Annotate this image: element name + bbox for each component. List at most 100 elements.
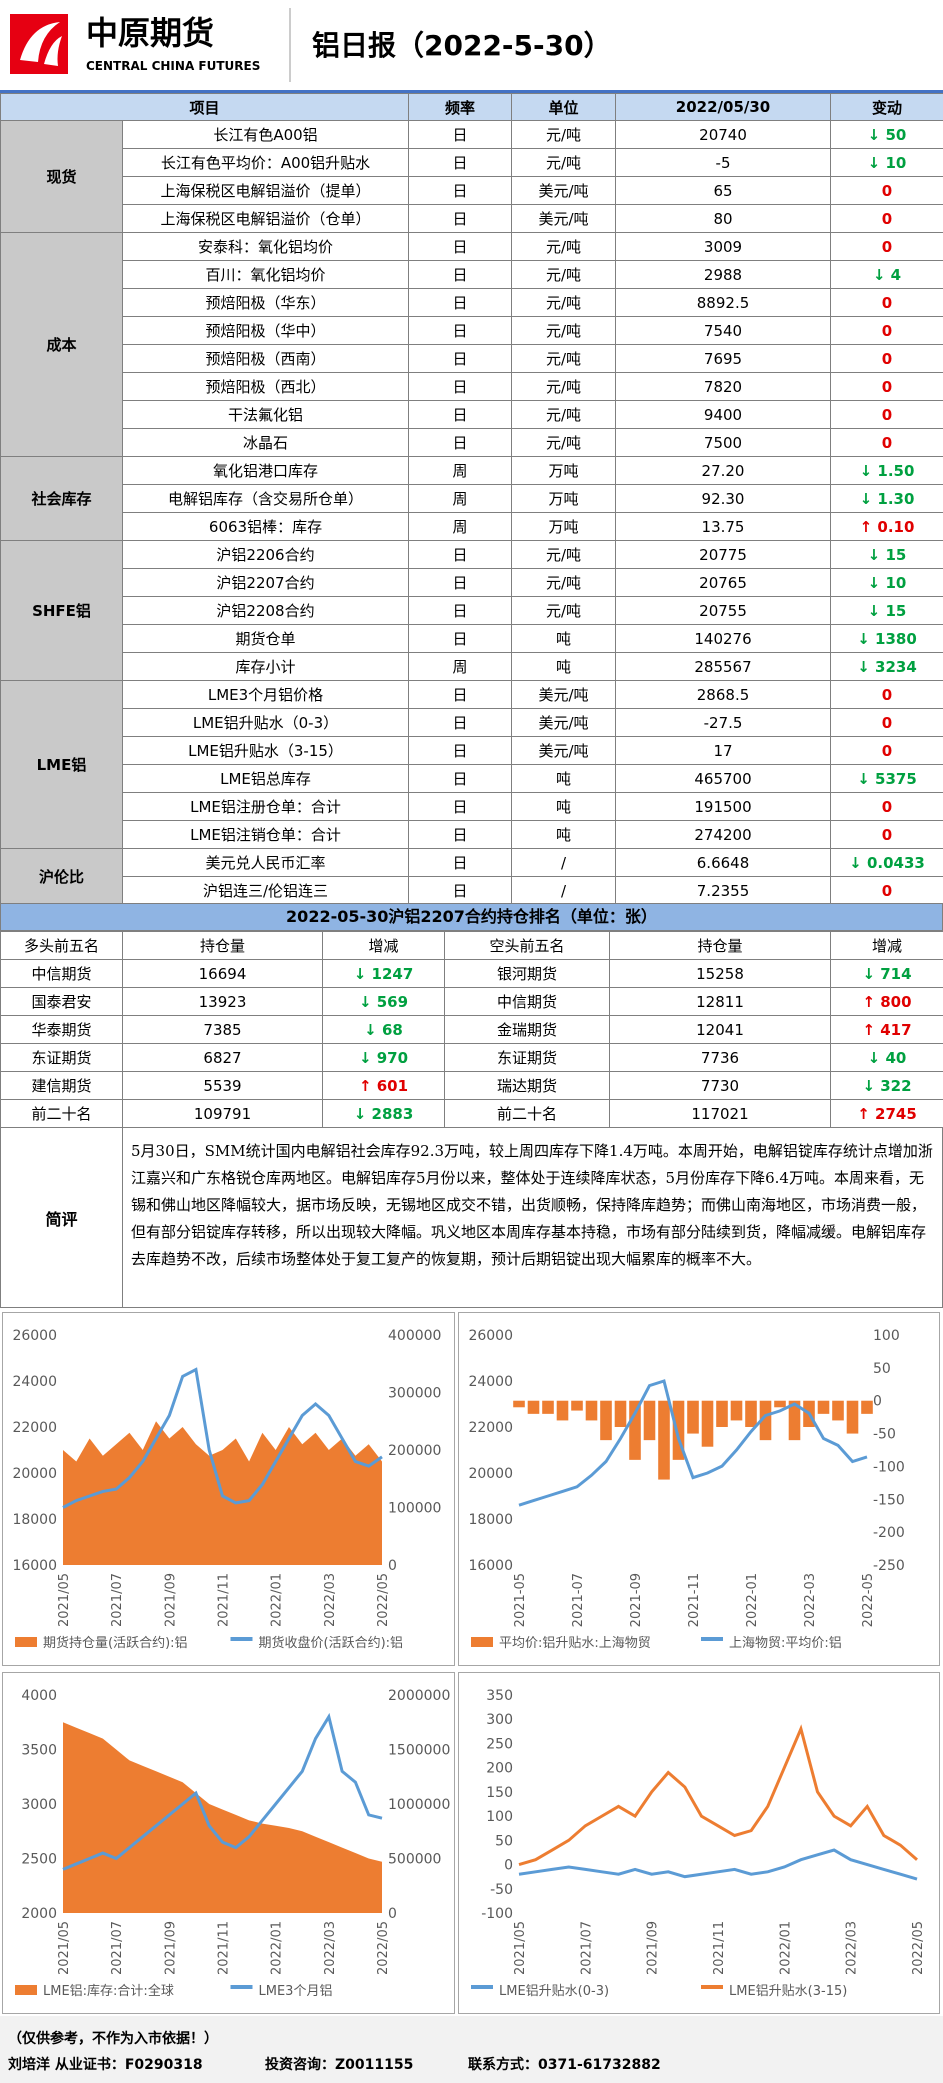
- cell: 27.20: [615, 456, 832, 485]
- header: 中原期货 CENTRAL CHINA FUTURES 铝日报（2022-5-30…: [0, 0, 943, 90]
- bar: [643, 1400, 656, 1441]
- x-tick-label: 2021/11: [217, 1921, 232, 1975]
- change: ↑ 800: [830, 987, 943, 1016]
- cell: 元/吨: [511, 260, 617, 289]
- x-tick-label: 2022/03: [323, 1573, 338, 1627]
- row: 沪铝2208合约日元/吨 20755 ↓ 15: [1, 596, 943, 625]
- cell: 16694: [122, 959, 323, 988]
- cell: 周: [408, 484, 513, 513]
- change: ↓ 10: [830, 148, 943, 177]
- chart-panel: 16000 18000 20000 22000 24000 26000 0 100000 200…: [2, 1312, 455, 1666]
- cell: 日: [408, 120, 513, 149]
- y2-tick-label: 0: [873, 1394, 882, 1410]
- change: 0: [830, 680, 943, 709]
- cell: 日: [408, 624, 513, 653]
- x-tick-label: 2021/05: [57, 1921, 72, 1975]
- footer-contact: 联系方式：0371-61732882: [468, 2057, 661, 2073]
- row: 预焙阳极（华东）日元/吨 8892.5 0: [1, 288, 943, 317]
- x-tick-label: 2021-05: [513, 1573, 528, 1627]
- comment-label: 简评: [1, 1128, 123, 1307]
- cell: 元/吨: [511, 232, 617, 261]
- line: [518, 1724, 918, 1866]
- header-row: 项目 频率 单位 2022/05/30 变动: [0, 93, 943, 121]
- y-tick-label: 0: [504, 1858, 513, 1874]
- x-tick-label: 2021/09: [646, 1921, 661, 1975]
- cell: 日: [408, 428, 513, 457]
- y-tick-label: 200: [486, 1761, 513, 1777]
- report-title: 铝日报（2022-5-30）: [312, 29, 612, 62]
- chart: 2000 2500 3000 3500 4000 0 500000 1000000 150000…: [15, 1688, 450, 1999]
- x-tick-label: 2022/01: [270, 1921, 285, 1975]
- cell: 5539: [122, 1071, 323, 1100]
- cell: 日: [408, 148, 513, 177]
- legend-label: 上海物贸:平均价:铝: [729, 1636, 842, 1651]
- bar: [527, 1400, 540, 1414]
- row: LME铝 LME3个月铝价格日美元/吨 2868.5 0: [0, 680, 943, 849]
- column-header: 多头前五名: [0, 931, 123, 960]
- change: ↓ 5375: [830, 764, 943, 793]
- cell: 日: [408, 708, 513, 737]
- row: 中信期货 16694 ↓ 1247 银河期货 15258 ↓ 714: [0, 959, 943, 988]
- cell: 日: [408, 848, 513, 877]
- change: 0: [830, 288, 943, 317]
- cell: 吨: [511, 820, 617, 849]
- row: LME铝升贴水（3-15）日美元/吨 17 0: [1, 736, 943, 765]
- bar: [513, 1400, 525, 1408]
- cell: 20755: [615, 596, 832, 625]
- column-header: 2022/05/30: [615, 93, 832, 121]
- bar: [716, 1400, 728, 1427]
- cell: 7695: [615, 344, 832, 373]
- cell: 日: [408, 344, 513, 373]
- bar: [832, 1400, 844, 1421]
- cell: 6063铝棒：库存: [121, 512, 410, 541]
- cell: 安泰科：氧化铝均价: [121, 232, 410, 261]
- cell: 日: [408, 764, 513, 793]
- bar: [542, 1400, 554, 1414]
- x-tick-label: 2022/05: [911, 1921, 926, 1975]
- cell: 7500: [615, 428, 832, 457]
- legend-swatch: [15, 1985, 37, 1995]
- y2-tick-label: -250: [873, 1558, 905, 1574]
- x-tick-label: 2021/09: [163, 1921, 178, 1975]
- column-header: 项目: [0, 93, 410, 121]
- change: 0: [830, 204, 943, 233]
- cell: 日: [408, 260, 513, 289]
- bar: [759, 1400, 772, 1441]
- y-tick-label: 250: [486, 1736, 513, 1752]
- change: ↑ 601: [322, 1071, 445, 1100]
- change: 0: [830, 820, 943, 849]
- brand-en: CENTRAL CHINA FUTURES: [86, 59, 260, 73]
- cell: 预焙阳极（华中）: [121, 316, 410, 345]
- legend-swatch: [230, 1637, 253, 1641]
- change: ↑ 2745: [830, 1099, 943, 1127]
- y2-tick-label: 50: [873, 1361, 891, 1377]
- column-header: 持仓量: [609, 931, 831, 960]
- position-section: 多头前五名 持仓量 增减 空头前五名 持仓量 增减 中信期货 16694 ↓ 1247 银河期货 1…: [0, 931, 943, 1127]
- y2-tick-label: 300000: [388, 1386, 441, 1402]
- cell: LME铝注册仓单：合计: [121, 792, 410, 821]
- bar: [629, 1400, 641, 1460]
- change: ↓ 15: [830, 540, 943, 569]
- group-label: LME铝: [0, 680, 123, 849]
- bar: [585, 1400, 598, 1421]
- x-tick-label: 2021-11: [687, 1573, 702, 1627]
- change: 0: [830, 792, 943, 821]
- row: 国泰君安 13923 ↓ 569 中信期货 12811 ↑ 800: [0, 987, 943, 1016]
- cell: 预焙阳极（西南）: [121, 344, 410, 373]
- change: ↓ 1.30: [830, 484, 943, 513]
- cell: 长江有色平均价：A00铝升贴水: [121, 148, 410, 177]
- column-header: 变动: [830, 93, 943, 121]
- y2-tick-label: 100: [873, 1328, 900, 1344]
- y-tick-label: 26000: [468, 1328, 513, 1344]
- row: 沪伦比 美元兑人民币汇率日/6.6648 ↓ 0.0433: [0, 848, 943, 903]
- group-label: SHFE铝: [0, 540, 123, 681]
- bar: [672, 1400, 685, 1460]
- y2-tick-label: 400000: [388, 1328, 441, 1344]
- change: ↓ 970: [322, 1043, 445, 1072]
- bar: [701, 1400, 714, 1447]
- legend-swatch: [471, 1985, 493, 1989]
- cell: 日: [408, 288, 513, 317]
- cell: 191500: [615, 792, 832, 821]
- row: 长江有色平均价：A00铝升贴水日元/吨 -5 ↓ 10: [1, 148, 943, 177]
- row: 预焙阳极（西北）日元/吨 7820 0: [1, 372, 943, 401]
